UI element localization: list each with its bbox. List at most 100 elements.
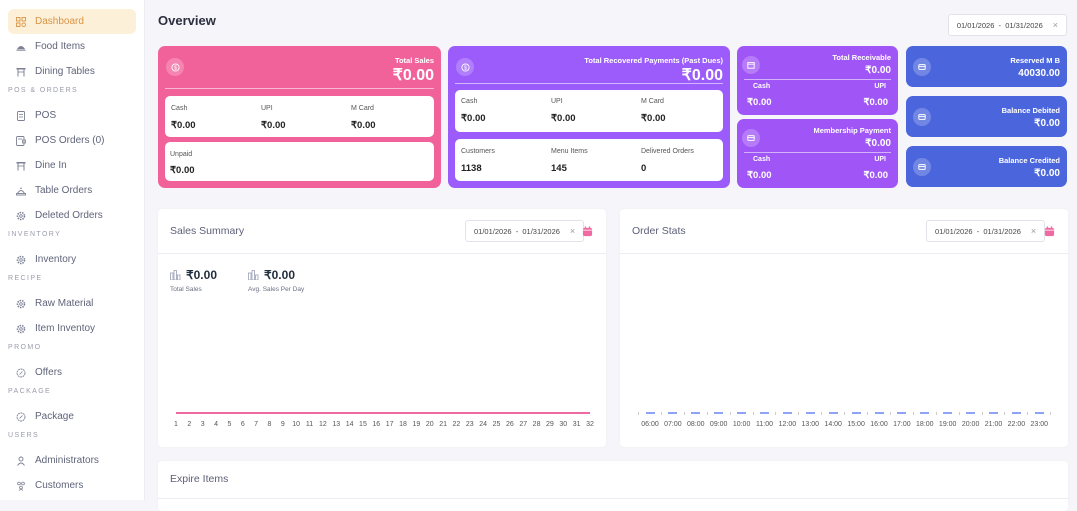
balance-debited-card: Balance Debited ₹0.00 xyxy=(906,96,1067,137)
discount-icon xyxy=(16,368,26,378)
divider xyxy=(165,88,434,89)
reserved-mb-title: Reserved M B xyxy=(1010,56,1060,65)
x-tick-label: 12 xyxy=(319,421,327,428)
x-tick-label: 09:00 xyxy=(710,421,728,428)
balance-credited-card: Balance Credited ₹0.00 xyxy=(906,146,1067,187)
x-tick-label: 6 xyxy=(241,421,245,428)
page-title: Overview xyxy=(158,13,216,28)
x-tick-label: 8 xyxy=(268,421,272,428)
x-tick-label: 11:00 xyxy=(756,421,773,428)
order-bar xyxy=(875,412,884,414)
sidebar-item-deleted-orders[interactable]: Deleted Orders xyxy=(8,203,136,228)
order-bar xyxy=(943,412,952,414)
sidebar-item-pos[interactable]: POS xyxy=(8,103,136,128)
upi-label: UPI xyxy=(874,156,886,163)
axis-tick xyxy=(844,412,845,415)
x-tick-label: 17 xyxy=(386,421,394,428)
sidebar-item-food-items[interactable]: Food Items xyxy=(8,34,136,59)
sidebar-item-dining-tables[interactable]: Dining Tables xyxy=(8,59,136,84)
card-icon xyxy=(913,158,931,176)
order-bar xyxy=(966,412,975,414)
sidebar-item-customers[interactable]: Customers xyxy=(8,473,136,498)
sidebar-item-inventory[interactable]: Inventory xyxy=(8,247,136,272)
x-tick-label: 5 xyxy=(227,421,231,428)
axis-tick xyxy=(913,412,914,415)
x-tick-label: 19 xyxy=(412,421,420,428)
calendar-icon xyxy=(742,56,760,74)
sidebar-item-label: POS xyxy=(35,110,56,121)
x-tick-label: 16:00 xyxy=(870,421,888,428)
x-tick-label: 22:00 xyxy=(1008,421,1026,428)
order-bar xyxy=(668,412,677,414)
order-bar xyxy=(691,412,700,414)
total-sales-card: $ Total Sales ₹0.00 Cash₹0.00 UPI₹0.00 M… xyxy=(158,46,441,188)
x-tick-label: 27 xyxy=(519,421,527,428)
expire-items-panel: Expire Items xyxy=(158,461,1068,511)
overview-date-range[interactable]: 01/01/2026 - 01/31/2026 × xyxy=(948,14,1067,36)
receivable-title: Total Receivable xyxy=(832,53,891,62)
sidebar-item-pos-orders-0[interactable]: POS Orders (0) xyxy=(8,128,136,153)
recovered-payments-card: $ Total Recovered Payments (Past Dues) ₹… xyxy=(448,46,730,188)
table-icon xyxy=(16,161,26,171)
axis-tick xyxy=(959,412,960,415)
mcard-label: M Card xyxy=(641,98,666,105)
x-tick-label: 08:00 xyxy=(687,421,705,428)
total-sales-value: ₹0.00 xyxy=(393,65,434,85)
axis-tick xyxy=(1050,412,1051,415)
x-tick-label: 3 xyxy=(201,421,205,428)
upi-value: ₹0.00 xyxy=(863,170,888,181)
sidebar-item-offers[interactable]: Offers xyxy=(8,360,136,385)
x-tick-label: 14 xyxy=(346,421,354,428)
sidebar-item-label: Dining Tables xyxy=(35,66,95,77)
balance-credited-value: ₹0.00 xyxy=(1034,168,1060,179)
cash-value: ₹0.00 xyxy=(747,170,772,181)
x-tick-label: 14:00 xyxy=(824,421,842,428)
sidebar-item-raw-material[interactable]: Raw Material xyxy=(8,291,136,316)
sidebar-item-package[interactable]: Package xyxy=(8,404,136,429)
orders-icon xyxy=(16,136,26,146)
receipt-icon xyxy=(16,111,26,121)
sidebar-item-dashboard[interactable]: Dashboard xyxy=(8,9,136,34)
axis-tick xyxy=(753,412,754,415)
sidebar-item-administrators[interactable]: Administrators xyxy=(8,448,136,473)
food-icon xyxy=(16,42,26,52)
cash-label: Cash xyxy=(461,98,486,105)
sidebar-section-recipe: RECIPE xyxy=(0,272,144,286)
reserved-mb-value: 40030.00 xyxy=(1018,68,1060,79)
delivered-orders-value: 0 xyxy=(641,163,694,174)
axis-tick xyxy=(1004,412,1005,415)
x-tick-label: 21 xyxy=(439,421,447,428)
order-bar xyxy=(1012,412,1021,414)
sidebar-section-users: USERS xyxy=(0,429,144,443)
payment-breakdown: Cash₹0.00 UPI₹0.00 M Card₹0.00 xyxy=(455,90,723,132)
order-stats-panel: Order Stats 01/01/2026 - 01/31/2026 × 06… xyxy=(620,209,1068,447)
menu-items-value: 145 xyxy=(551,163,588,174)
x-tick-label: 20 xyxy=(426,421,434,428)
divider xyxy=(744,79,891,80)
balance-debited-value: ₹0.00 xyxy=(1034,118,1060,129)
x-tick-label: 15:00 xyxy=(847,421,865,428)
cash-value: ₹0.00 xyxy=(747,97,772,108)
axis-tick xyxy=(890,412,891,415)
x-tick-label: 10:00 xyxy=(733,421,751,428)
receivable-value: ₹0.00 xyxy=(865,65,891,76)
panel-header: Expire Items xyxy=(158,461,1068,499)
x-tick-label: 23 xyxy=(466,421,474,428)
order-bar xyxy=(760,412,769,414)
mcard-value: ₹0.00 xyxy=(351,120,376,131)
sidebar-item-dine-in[interactable]: Dine In xyxy=(8,153,136,178)
sidebar-item-label: Administrators xyxy=(35,455,99,466)
discount-icon xyxy=(16,412,26,422)
axis-tick xyxy=(1027,412,1028,415)
clear-date-icon[interactable]: × xyxy=(1053,20,1058,30)
date-range-text: 01/01/2026 - 01/31/2026 xyxy=(957,21,1043,30)
upi-value: ₹0.00 xyxy=(551,113,576,124)
sidebar-item-item-inventoy[interactable]: Item Inventoy xyxy=(8,316,136,341)
sidebar-section-inventory: INVENTORY xyxy=(0,228,144,242)
x-tick-label: 30 xyxy=(559,421,567,428)
main-content: Overview 01/01/2026 - 01/31/2026 × $ Tot… xyxy=(146,0,1077,500)
x-tick-label: 13 xyxy=(332,421,340,428)
sidebar-item-table-orders[interactable]: Table Orders xyxy=(8,178,136,203)
